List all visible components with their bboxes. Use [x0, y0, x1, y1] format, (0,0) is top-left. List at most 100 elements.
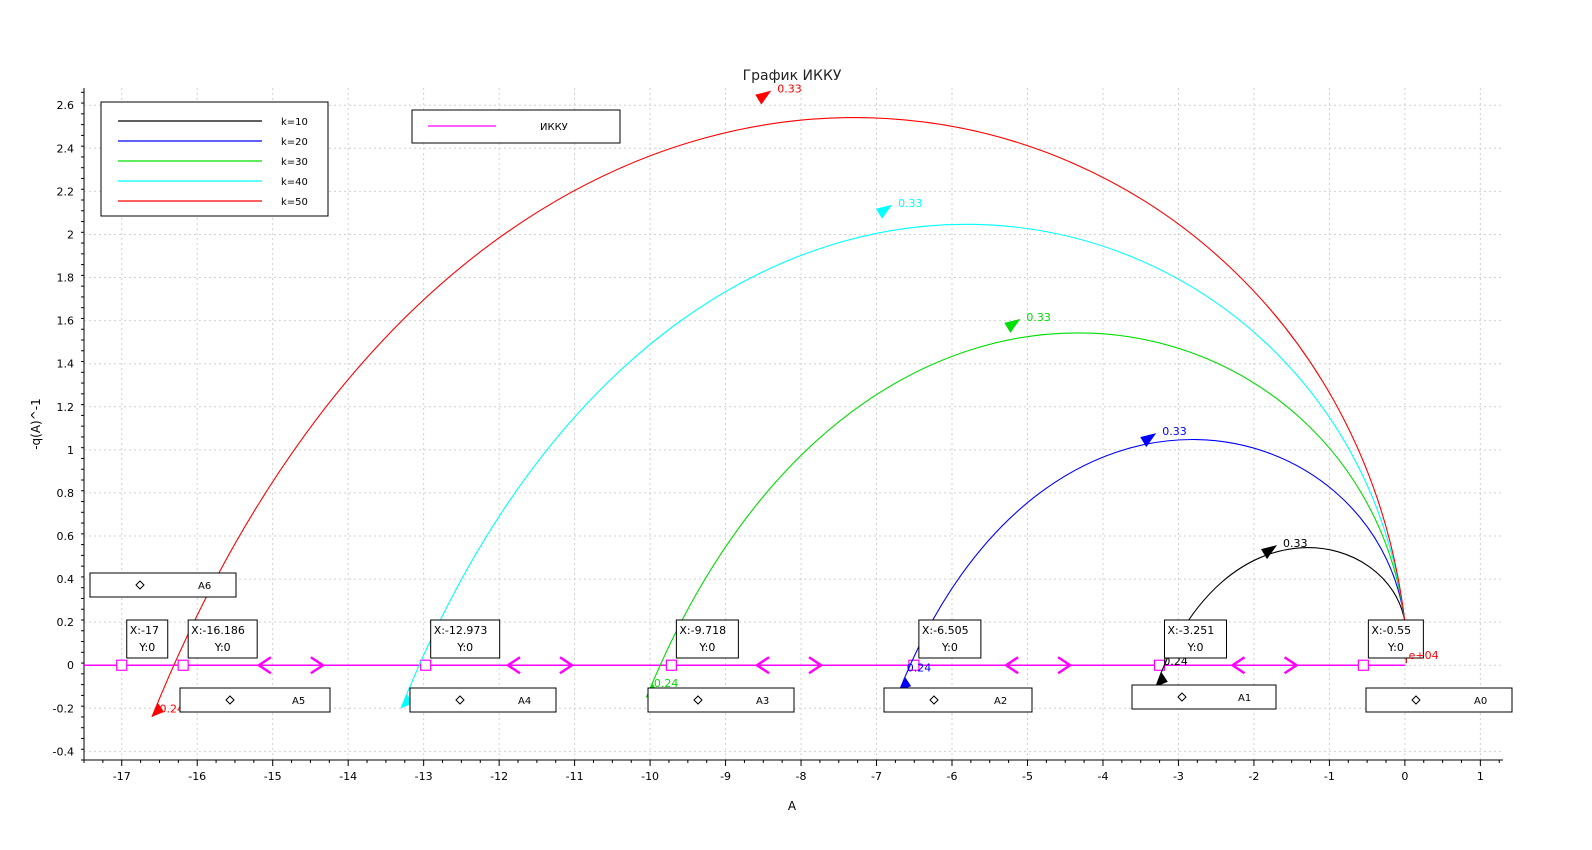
region-label: A6	[198, 581, 211, 592]
datatip-y: Y:0	[138, 641, 155, 654]
diamond-icon	[1411, 695, 1421, 705]
region-box	[409, 687, 557, 713]
legend-entry: k=10	[281, 117, 308, 128]
legend-entry: k=20	[281, 137, 308, 148]
region-box	[179, 687, 331, 713]
ikku-line	[84, 656, 1405, 675]
ikku-point-marker	[116, 659, 128, 671]
diamond-icon	[1177, 692, 1187, 702]
y-axis-label: -q(A)^-1	[29, 398, 43, 450]
ikku-arrow-left	[505, 656, 521, 675]
x-tick-label: -8	[796, 770, 807, 783]
datatip-box	[675, 619, 739, 659]
x-tick-label: -16	[188, 770, 206, 783]
datatip-x: X:-3.251	[1167, 624, 1214, 637]
ikku-arrow-left	[256, 656, 272, 675]
series-label-mid: 0.33	[1283, 537, 1308, 550]
y-tick-label: 2.4	[57, 142, 75, 155]
series-mid-arrow	[1261, 545, 1278, 560]
series-mid-arrow	[1004, 318, 1021, 333]
series-line-k-50	[151, 117, 1407, 718]
datatip-y: Y:0	[214, 641, 231, 654]
ikku-arrow-left	[1230, 656, 1246, 675]
datatip-box	[918, 619, 982, 659]
legend-ikku: ИККУ	[411, 109, 621, 144]
x-tick-label: -4	[1097, 770, 1108, 783]
x-tick-label: -6	[947, 770, 958, 783]
y-tick-label: 2.6	[57, 99, 75, 112]
series-line-k-20	[898, 439, 1407, 692]
legend2-entry: ИККУ	[540, 122, 568, 133]
datatip-box	[1367, 619, 1424, 659]
series-mid-arrow	[1140, 433, 1157, 448]
series-start-arrow	[401, 694, 414, 709]
x-tick-label: -14	[339, 770, 357, 783]
region-label: A2	[994, 696, 1007, 707]
ikku-arrow-right	[310, 656, 326, 675]
diamond-icon	[929, 695, 939, 705]
series-line-k-30	[645, 332, 1407, 698]
annotation-exponent: e+04	[1409, 649, 1439, 662]
region-boxes: A6 A5 A4 A3 A2 A1 A0	[89, 572, 1513, 713]
datatip-x: X:-6.505	[922, 624, 969, 637]
datatip-y: Y:0	[1187, 641, 1204, 654]
chart-title: График ИККУ	[743, 68, 842, 84]
datatip-x: X:-9.718	[679, 624, 726, 637]
region-box	[1131, 684, 1277, 710]
series-mid-arrow	[876, 204, 893, 219]
y-tick-label: 2	[67, 228, 74, 241]
y-tick-label: 1.4	[57, 358, 75, 371]
series-label-mid: 0.33	[777, 83, 802, 96]
series-group	[151, 90, 1407, 718]
y-tick-label: 1.8	[57, 272, 75, 285]
ikku-arrow-right	[1057, 656, 1073, 675]
x-tick-label: 0	[1401, 770, 1408, 783]
datatip-box	[187, 619, 258, 659]
datatip-x: X:-12.973	[434, 624, 488, 637]
series-mid-arrow	[755, 90, 772, 105]
region-label: A5	[292, 696, 305, 707]
ikku-point-marker	[1357, 659, 1369, 671]
ikku-arrow-left	[754, 656, 770, 675]
series-label-start: 0.24	[907, 662, 932, 675]
datatip-x: X:-17	[130, 624, 159, 637]
grid	[84, 88, 1503, 760]
ikku-arrow-right	[808, 656, 824, 675]
y-tick-label: 1.2	[57, 401, 75, 414]
ikku-arrow-left	[1003, 656, 1019, 675]
diamond-icon	[693, 695, 703, 705]
datatip-y: Y:0	[941, 641, 958, 654]
point-tooltips: X:-17 Y:0 X:-16.186 Y:0 X:-12.973 Y:0 X:-9.718…	[126, 619, 1424, 659]
series-label-start: 0.24	[159, 703, 184, 716]
region-box	[89, 572, 237, 598]
x-tick-label: -7	[871, 770, 882, 783]
region-label: A0	[1474, 696, 1487, 707]
region-label: A1	[1238, 693, 1251, 704]
legend-entry: k=40	[281, 177, 308, 188]
datatip-box	[1163, 619, 1227, 659]
region-label: A4	[518, 696, 531, 707]
y-tick-label: 0.8	[57, 487, 75, 500]
x-tick-label: -12	[490, 770, 508, 783]
region-box	[1365, 687, 1513, 713]
legend-entry: k=30	[281, 157, 308, 168]
region-label: A3	[756, 696, 769, 707]
y-tick-label: 2.2	[57, 185, 75, 198]
legend-entry: k=50	[281, 197, 308, 208]
x-tick-label: 1	[1477, 770, 1484, 783]
x-axis-label: A	[788, 799, 797, 813]
region-box	[647, 687, 795, 713]
x-tick-label: -15	[264, 770, 282, 783]
datatip-y: Y:0	[1387, 641, 1404, 654]
x-tick-label: -3	[1173, 770, 1184, 783]
ikku-point-marker	[177, 659, 189, 671]
y-tick-label: 0.4	[57, 573, 75, 586]
ikku-arrow-right	[559, 656, 575, 675]
series-line-k-10	[1155, 547, 1407, 687]
series-label-mid: 0.33	[898, 197, 923, 210]
ikku-point-marker	[665, 659, 677, 671]
datatip-y: Y:0	[456, 641, 473, 654]
x-tick-label: -10	[641, 770, 659, 783]
series-start-arrow	[1155, 672, 1168, 687]
